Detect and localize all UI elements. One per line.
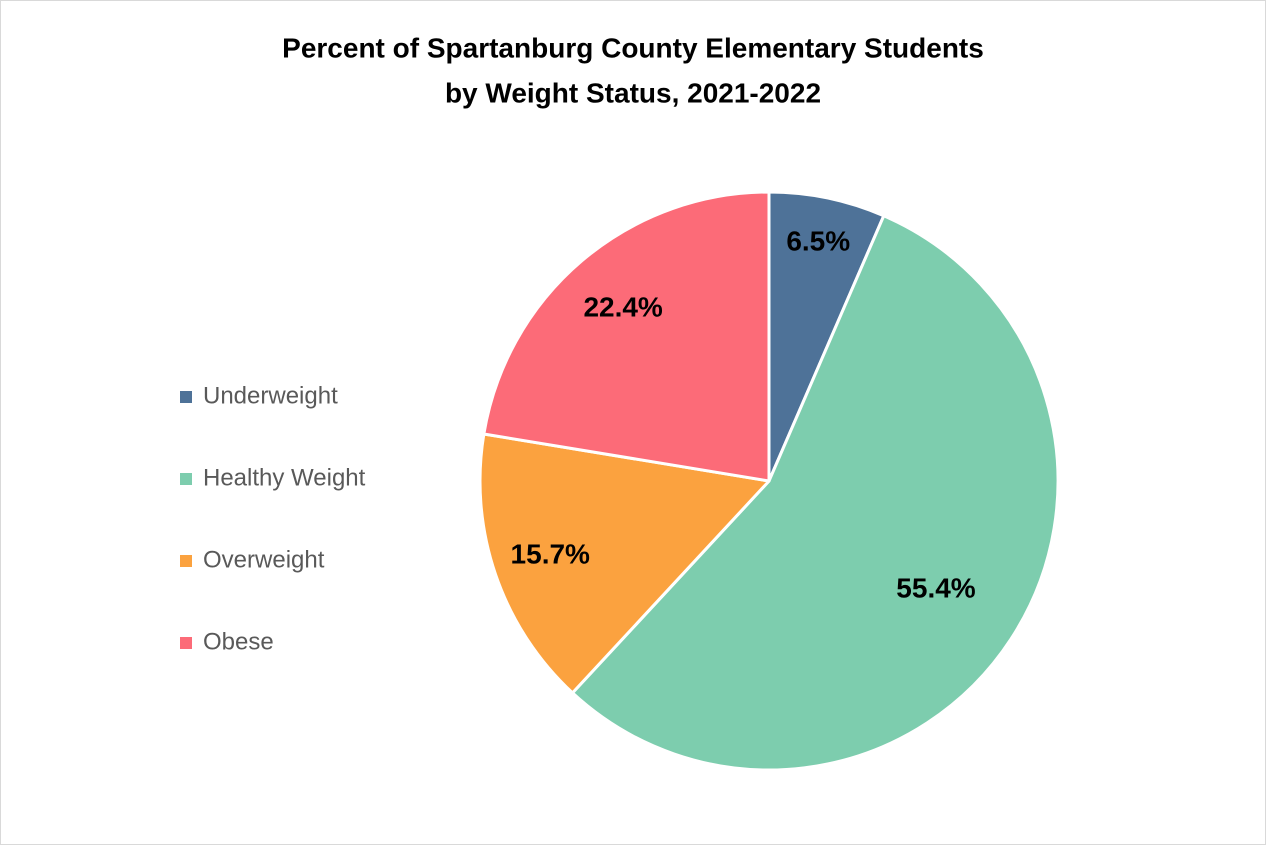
legend-label: Overweight	[203, 546, 325, 573]
legend-label: Underweight	[203, 382, 338, 409]
pie-slice	[767, 190, 886, 483]
data-label: 22.4%	[583, 292, 662, 323]
pie-slice	[570, 214, 1060, 772]
chart-title: by Weight Status, 2021-2022	[445, 77, 821, 108]
data-label: 55.4%	[896, 572, 975, 603]
pie-slice	[478, 432, 771, 695]
pie-slice	[482, 190, 771, 483]
data-label: 15.7%	[511, 538, 590, 569]
legend-label: Obese	[203, 628, 274, 655]
legend-swatch	[180, 473, 192, 485]
legend-swatch	[180, 555, 192, 567]
chart-title: Percent of Spartanburg County Elementary…	[282, 32, 984, 63]
legend-label: Healthy Weight	[203, 464, 366, 491]
legend-swatch	[180, 391, 192, 403]
data-label: 6.5%	[786, 226, 850, 257]
legend-swatch	[180, 637, 192, 649]
